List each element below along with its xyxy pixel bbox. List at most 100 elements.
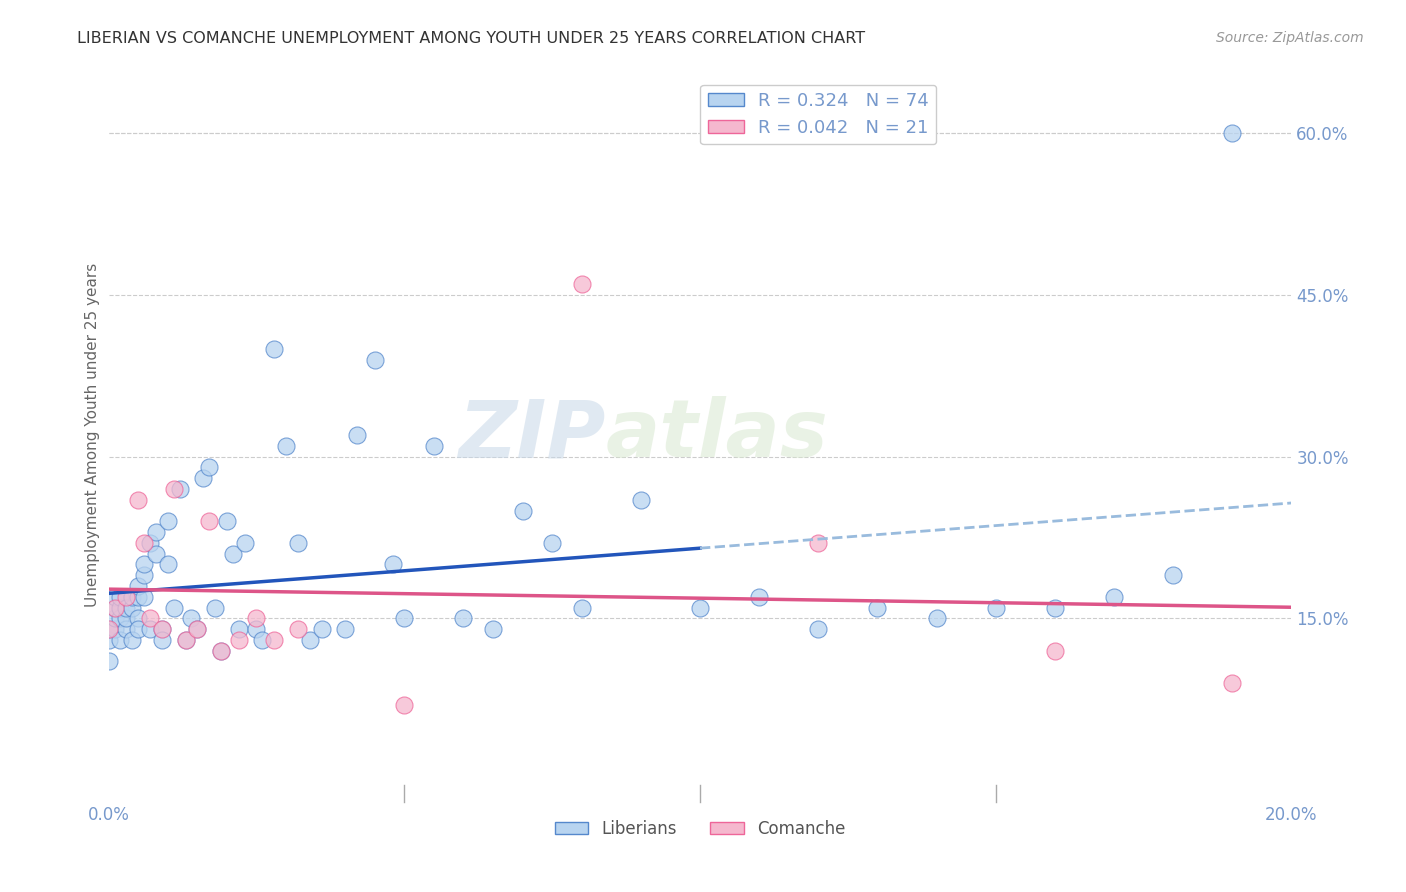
Point [139,611,162,625]
Point [571,600,593,615]
Point [127,622,149,636]
Point [689,600,711,615]
Point [150,622,173,636]
Point [127,579,149,593]
Point [174,632,197,647]
Point [115,622,138,636]
Point [1161,568,1184,582]
Point [174,632,197,647]
Point [394,698,416,712]
Point [482,622,505,636]
Point [139,622,162,636]
Point [1220,676,1243,690]
Point [252,632,274,647]
Point [110,600,132,615]
Point [263,342,285,356]
Point [163,482,186,496]
Point [335,622,357,636]
Point [807,622,830,636]
Legend: Liberians, Comanche: Liberians, Comanche [548,814,852,845]
Point [97,632,120,647]
Point [127,611,149,625]
Point [298,632,321,647]
Point [984,600,1007,615]
Point [1043,600,1066,615]
Point [186,622,208,636]
Point [110,590,132,604]
Point [748,590,770,604]
Point [134,536,156,550]
Point [198,460,221,475]
Point [287,622,309,636]
Point [121,632,143,647]
Point [263,632,285,647]
Point [215,514,238,528]
Point [180,611,202,625]
Text: Source: ZipAtlas.com: Source: ZipAtlas.com [1216,31,1364,45]
Point [394,611,416,625]
Point [121,590,143,604]
Point [630,492,652,507]
Point [233,536,256,550]
Point [103,622,125,636]
Point [134,590,156,604]
Point [346,428,368,442]
Point [103,590,125,604]
Point [121,600,143,615]
Text: LIBERIAN VS COMANCHE UNEMPLOYMENT AMONG YOUTH UNDER 25 YEARS CORRELATION CHART: LIBERIAN VS COMANCHE UNEMPLOYMENT AMONG … [77,31,866,46]
Point [156,514,179,528]
Point [145,547,167,561]
Point [115,600,138,615]
Point [1220,126,1243,140]
Y-axis label: Unemployment Among Youth under 25 years: Unemployment Among Youth under 25 years [86,263,100,607]
Point [169,482,191,496]
Point [115,611,138,625]
Point [150,632,173,647]
Point [110,611,132,625]
Point [163,600,186,615]
Point [228,632,250,647]
Point [110,632,132,647]
Point [127,590,149,604]
Point [127,492,149,507]
Point [115,590,138,604]
Point [512,503,534,517]
Point [453,611,475,625]
Point [97,622,120,636]
Point [134,558,156,572]
Point [103,600,125,615]
Point [807,536,830,550]
Point [156,558,179,572]
Point [925,611,948,625]
Point [97,622,120,636]
Point [228,622,250,636]
Point [541,536,564,550]
Point [186,622,208,636]
Point [193,471,215,485]
Point [204,600,226,615]
Point [364,352,387,367]
Point [311,622,333,636]
Text: ZIP: ZIP [458,396,606,474]
Point [150,622,173,636]
Point [103,611,125,625]
Point [287,536,309,550]
Point [145,524,167,539]
Point [1043,643,1066,657]
Point [381,558,404,572]
Point [209,643,232,657]
Point [274,439,297,453]
Text: atlas: atlas [606,396,828,474]
Point [209,643,232,657]
Point [222,547,245,561]
Point [423,439,446,453]
Point [245,622,267,636]
Point [1102,590,1125,604]
Point [245,611,267,625]
Point [866,600,889,615]
Point [571,277,593,292]
Point [97,655,120,669]
Point [134,568,156,582]
Point [139,536,162,550]
Point [103,600,125,615]
